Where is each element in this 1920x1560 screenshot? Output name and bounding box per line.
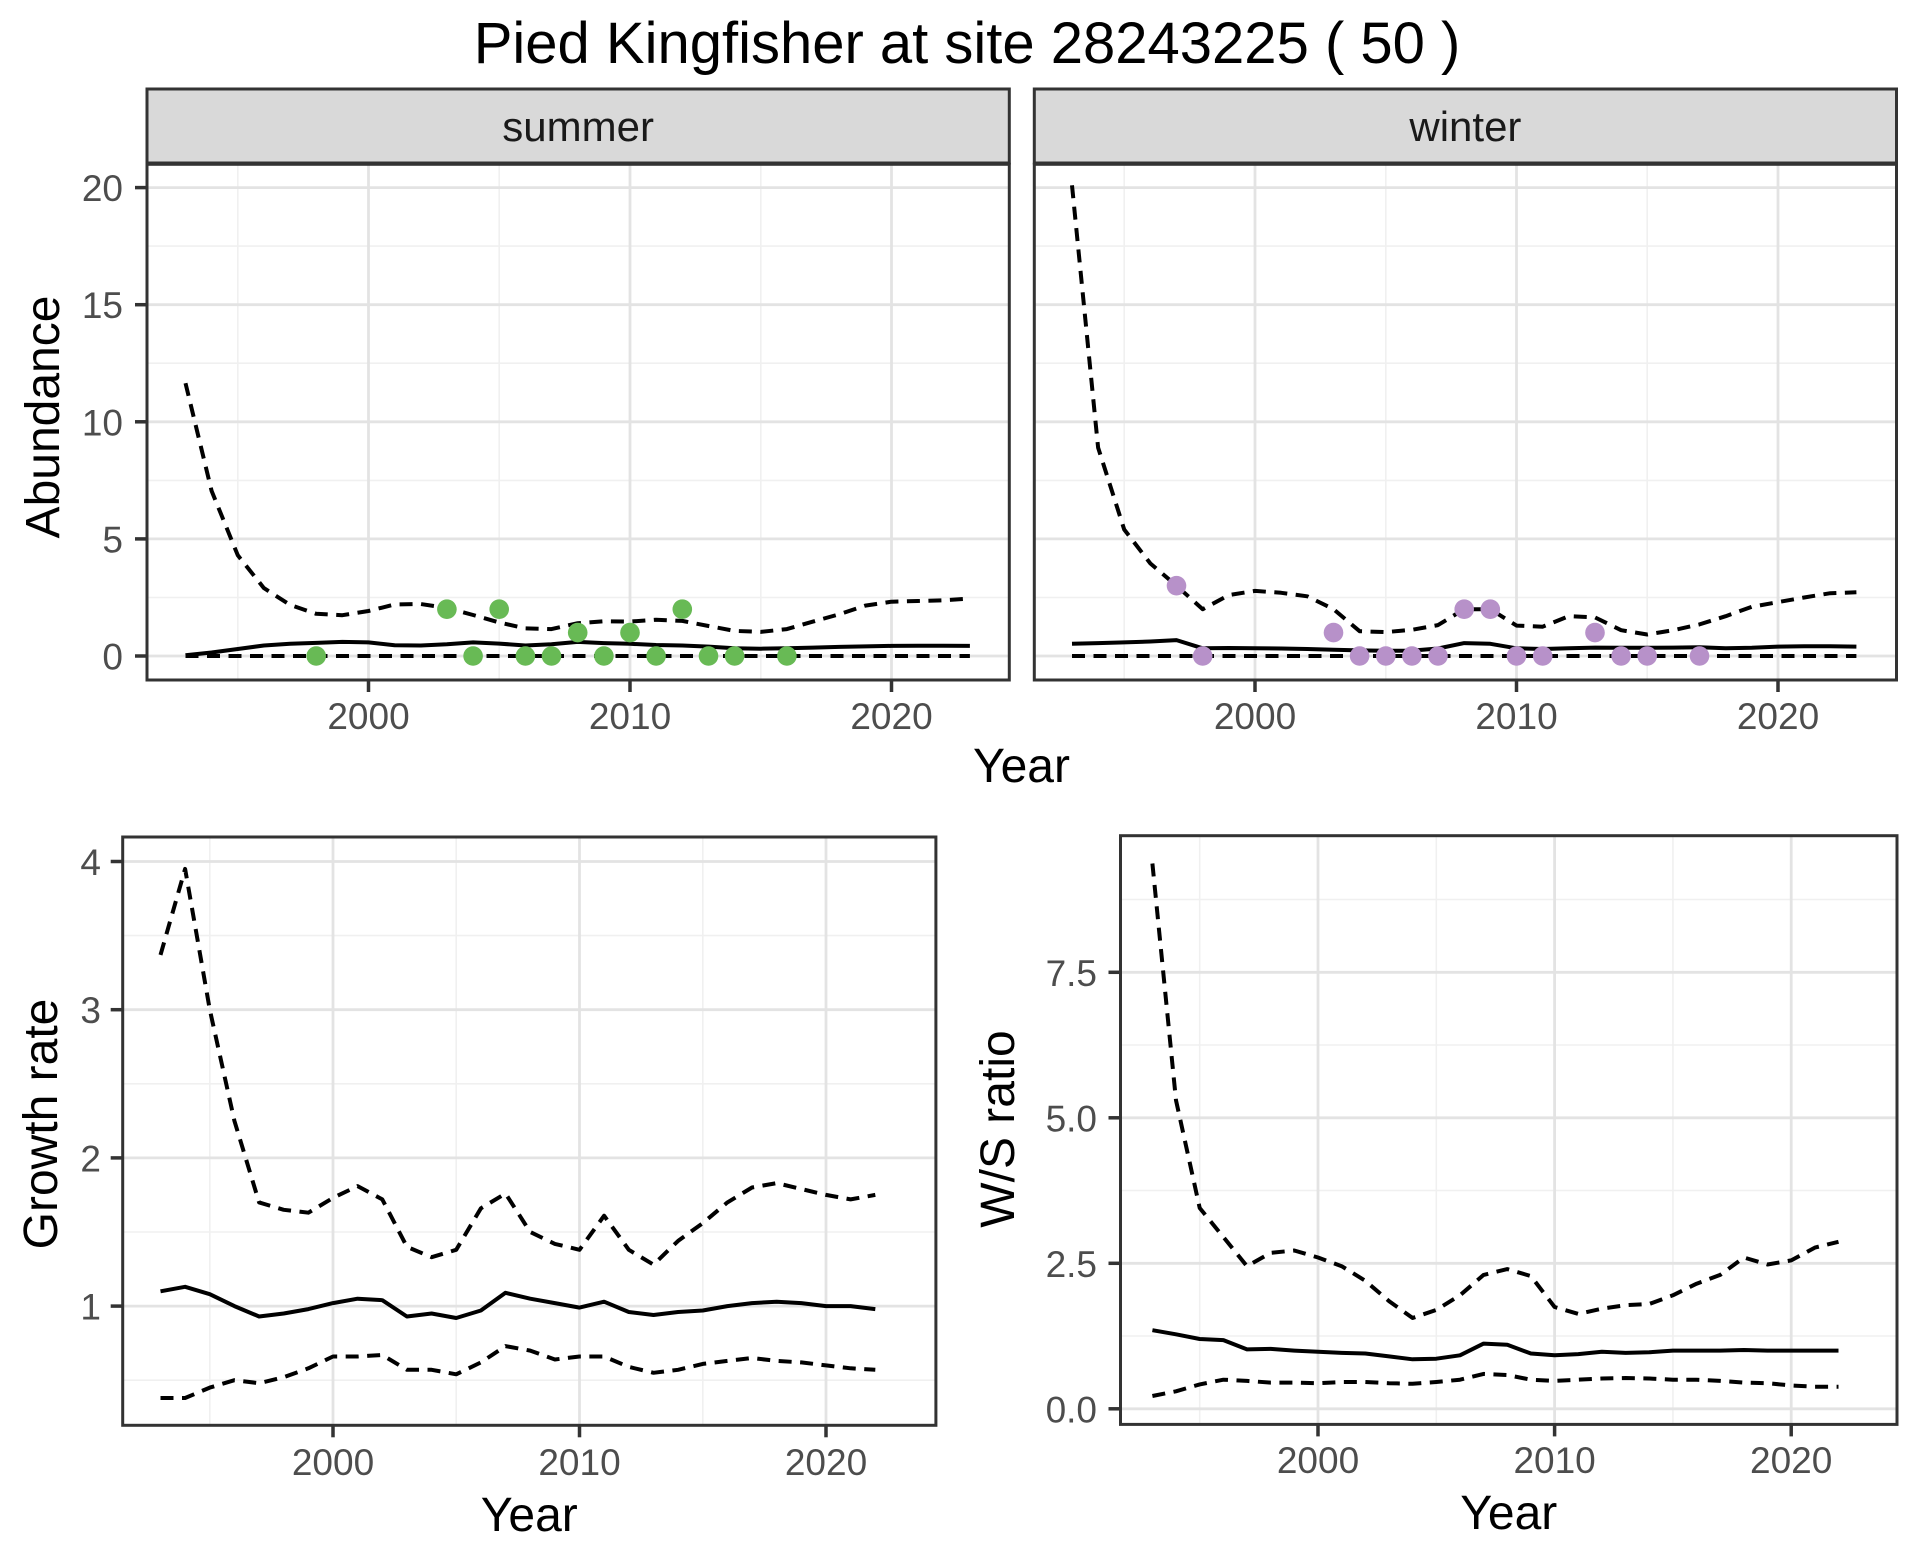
svg-text:summer: summer	[502, 103, 654, 150]
svg-text:5.0: 5.0	[1046, 1098, 1097, 1139]
svg-text:2000: 2000	[1277, 1440, 1359, 1481]
svg-text:2010: 2010	[1475, 696, 1557, 737]
svg-text:4: 4	[80, 842, 101, 883]
svg-text:2000: 2000	[292, 1442, 374, 1483]
svg-text:Year: Year	[1460, 1487, 1557, 1540]
svg-text:Year: Year	[973, 740, 1070, 793]
svg-text:2: 2	[80, 1138, 101, 1179]
svg-text:2.5: 2.5	[1046, 1244, 1097, 1285]
svg-text:Growth rate: Growth rate	[15, 999, 68, 1250]
svg-text:2020: 2020	[1737, 696, 1819, 737]
svg-text:2020: 2020	[850, 696, 932, 737]
svg-text:1: 1	[80, 1287, 101, 1328]
svg-text:W/S ratio: W/S ratio	[972, 1030, 1025, 1227]
svg-text:winter: winter	[1408, 103, 1521, 150]
svg-text:7.5: 7.5	[1046, 953, 1097, 994]
svg-text:2020: 2020	[1750, 1440, 1832, 1481]
svg-text:2010: 2010	[1513, 1440, 1595, 1481]
svg-text:0: 0	[102, 637, 123, 678]
svg-text:Year: Year	[481, 1489, 578, 1542]
svg-text:2020: 2020	[785, 1442, 867, 1483]
svg-text:20: 20	[82, 168, 123, 209]
svg-text:2010: 2010	[538, 1442, 620, 1483]
svg-text:Abundance: Abundance	[17, 296, 70, 539]
svg-text:2010: 2010	[589, 696, 671, 737]
svg-text:5: 5	[102, 519, 123, 560]
svg-text:Pied Kingfisher at site 282432: Pied Kingfisher at site 28243225 ( 50 )	[474, 11, 1461, 76]
svg-text:2000: 2000	[327, 696, 409, 737]
svg-text:0.0: 0.0	[1046, 1389, 1097, 1430]
svg-text:15: 15	[82, 285, 123, 326]
svg-text:2000: 2000	[1214, 696, 1296, 737]
svg-text:10: 10	[82, 402, 123, 443]
svg-text:3: 3	[80, 990, 101, 1031]
